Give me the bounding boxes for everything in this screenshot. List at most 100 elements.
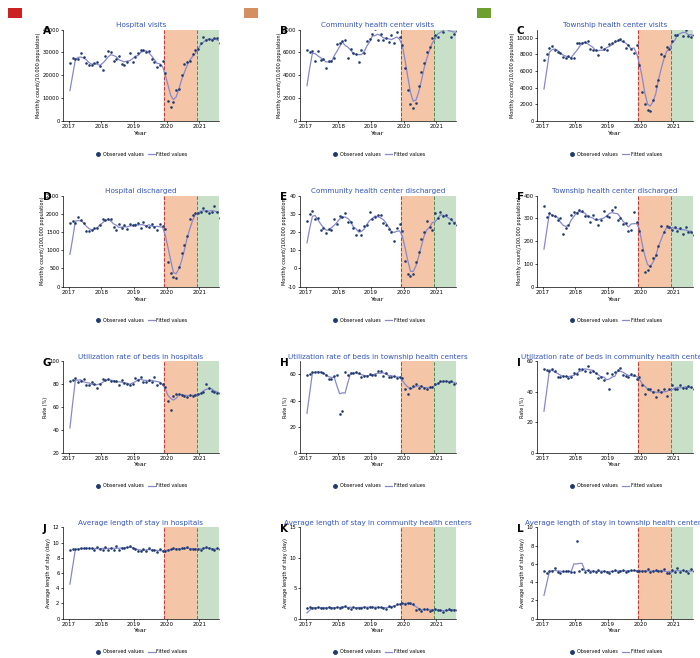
Point [606,566,617,576]
Point [220,385,231,395]
Point [416,605,427,616]
Point [187,544,198,555]
Point [407,103,419,114]
Point [113,380,125,390]
Point [345,217,356,228]
Point [372,602,384,613]
Text: B: B [280,26,288,36]
Point [582,565,593,575]
Point [391,223,402,234]
Point [459,603,470,614]
Point [361,603,372,613]
Legend: Observed values, Fitted values: Observed values, Fitted values [94,484,188,488]
Point [413,603,424,614]
Point [130,544,141,555]
Point [454,380,465,391]
Bar [638,361,671,453]
Point [132,218,144,228]
Y-axis label: Monthly count(/100,000 population): Monthly count(/100,000 population) [517,197,522,286]
Point [421,604,433,615]
Bar [164,195,197,287]
Point [160,224,171,234]
Point [680,222,691,232]
Point [225,25,237,36]
Point [648,387,659,397]
Bar [433,527,456,619]
Point [356,45,367,55]
Text: K: K [280,524,288,534]
Point [184,390,195,400]
Point [410,378,421,389]
Point [419,227,430,238]
Point [111,225,122,236]
Point [655,566,666,576]
Point [694,28,700,39]
Point [672,30,683,41]
Point [419,382,430,393]
Title: Average length of stay in township health centers: Average length of stay in township healt… [525,520,700,526]
Point [353,57,364,67]
Point [130,52,141,63]
Point [83,380,94,391]
Point [380,603,391,614]
Point [655,49,666,59]
Point [89,58,100,68]
Point [617,218,629,229]
Point [400,256,411,266]
Point [402,597,413,608]
Text: A: A [43,26,50,36]
Point [141,47,152,57]
Point [601,45,612,55]
Point [432,377,443,388]
Point [407,381,419,392]
Point [452,605,463,615]
Point [655,386,666,397]
Point [122,542,133,552]
Legend: Observed values, Fitted values: Observed values, Fitted values [94,318,188,322]
Point [321,603,332,613]
Title: Average length of stay in community health centers: Average length of stay in community heal… [284,520,472,526]
Point [609,201,620,212]
Point [214,213,225,223]
Point [645,384,656,394]
Point [612,215,623,225]
Point [144,543,155,553]
Point [691,31,700,41]
Point [351,229,362,240]
Point [394,372,405,382]
Point [217,543,228,553]
Point [682,381,694,392]
Point [94,220,106,230]
Point [351,49,362,59]
Bar [671,527,693,619]
Point [696,385,700,395]
Point [151,379,162,390]
Point [645,261,656,272]
Point [456,378,468,389]
Point [160,546,171,557]
Point [73,212,84,222]
Point [452,220,463,231]
Point [432,213,443,224]
Point [356,372,367,383]
Point [353,602,364,613]
Point [80,58,92,68]
Point [661,391,672,401]
Point [119,378,130,388]
Point [176,247,187,258]
Point [678,228,689,239]
Point [407,268,419,279]
Point [154,61,165,71]
Title: Hospital visits: Hospital visits [116,22,166,28]
Point [598,205,610,216]
Point [358,601,370,612]
Point [606,369,617,380]
Point [214,544,225,554]
Legend: Observed values, Fitted values: Observed values, Fitted values [568,318,662,322]
Point [351,367,362,378]
Point [615,213,626,223]
Point [634,225,645,236]
Point [92,222,103,233]
Point [566,372,577,382]
Point [629,48,640,59]
